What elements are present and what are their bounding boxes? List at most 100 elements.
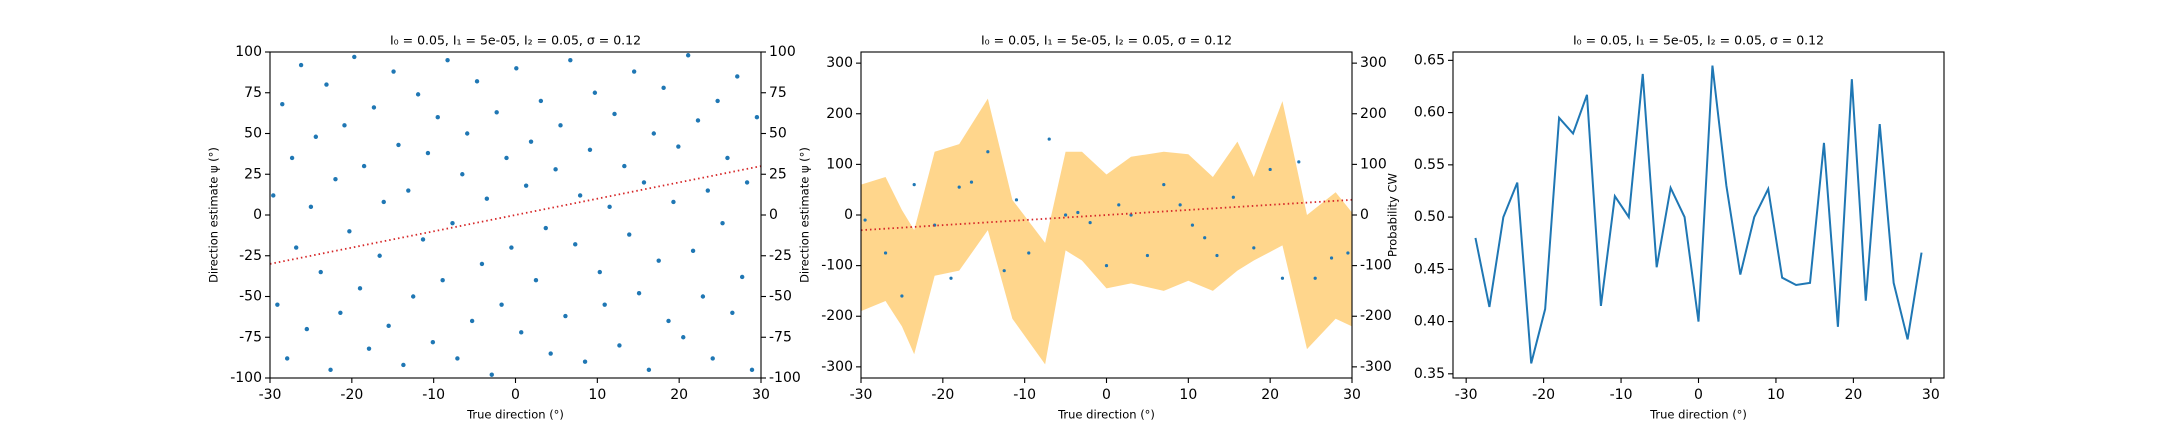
y-tick-label: 100	[826, 156, 853, 172]
x-tick-label: 20	[1261, 387, 1279, 403]
point	[455, 356, 460, 361]
point	[969, 180, 974, 184]
point	[324, 82, 329, 87]
point	[573, 242, 578, 247]
y-tick-label: 0.35	[1414, 366, 1445, 382]
point	[415, 92, 421, 97]
band	[861, 98, 1352, 365]
y-tick-label: 0.65	[1414, 52, 1445, 68]
point	[705, 188, 711, 193]
x-tick-label: -10	[1013, 387, 1036, 403]
y-tick-label-right: 75	[769, 85, 787, 101]
point	[695, 118, 701, 123]
point	[445, 57, 450, 63]
point	[1313, 276, 1317, 280]
x-tick-label: -30	[850, 387, 873, 403]
point	[602, 302, 607, 307]
y-tick-label-right: -75	[769, 329, 792, 345]
x-tick-label: 30	[1922, 387, 1940, 403]
point	[538, 98, 544, 104]
y-tick-label-right: -25	[769, 248, 792, 264]
point	[646, 367, 652, 373]
point	[519, 330, 524, 335]
point	[1117, 203, 1121, 207]
point	[617, 343, 622, 348]
point	[1027, 251, 1031, 255]
y-tick-label-right: 0	[1360, 207, 1369, 223]
point	[612, 111, 617, 117]
point	[435, 115, 440, 120]
y-tick-label: -300	[821, 359, 853, 375]
point	[1280, 276, 1285, 280]
panel: -30 -20 -10 0 10 20 30-100 -100-75 -75-50 -50-25-…	[207, 33, 801, 422]
y-tick-label: -100	[821, 258, 853, 274]
point	[308, 204, 314, 210]
point	[304, 326, 310, 332]
y-tick-label: 0.40	[1414, 314, 1445, 330]
point	[465, 131, 470, 136]
point	[548, 351, 553, 356]
point	[347, 229, 352, 234]
point	[1145, 253, 1150, 258]
y-tick-label: 50	[244, 126, 262, 142]
point	[720, 220, 725, 226]
point	[366, 346, 372, 351]
point	[1329, 256, 1334, 260]
chart-title: I₀ = 0.05, I₁ = 5e-05, I₂ = 0.05, σ = 0.…	[981, 33, 1232, 48]
y-tick-label: -50	[239, 289, 262, 305]
x-tick-label: 10	[1767, 387, 1785, 403]
point	[460, 172, 465, 177]
point	[333, 176, 338, 182]
point	[361, 163, 367, 169]
point	[739, 274, 745, 280]
x-tick-label: 20	[670, 387, 688, 403]
point	[957, 185, 961, 189]
point	[509, 245, 514, 250]
point	[533, 278, 539, 283]
point	[474, 79, 480, 84]
point	[271, 193, 276, 198]
y-tick-label: 75	[244, 85, 262, 101]
chart-title: I₀ = 0.05, I₁ = 5e-05, I₂ = 0.05, σ = 0.…	[390, 33, 641, 48]
point	[523, 183, 529, 188]
plot-area	[1474, 65, 1923, 364]
point	[1346, 251, 1350, 255]
y-tick-label-right: -200	[1360, 308, 1392, 324]
point	[499, 302, 504, 307]
y-tick-label: -75	[239, 329, 262, 345]
x-tick-label: 30	[1343, 387, 1361, 403]
point	[1203, 236, 1207, 240]
point	[1268, 167, 1272, 172]
point	[371, 105, 377, 110]
point	[636, 291, 642, 296]
point	[406, 188, 411, 193]
point	[582, 359, 588, 364]
y-tick-label-right: -50	[769, 289, 792, 305]
point	[352, 54, 357, 60]
point	[396, 142, 401, 148]
point	[280, 101, 285, 107]
x-tick-label: 0	[1102, 387, 1111, 403]
point	[676, 144, 681, 149]
point	[313, 134, 319, 139]
x-tick-label: 20	[1844, 387, 1862, 403]
x-axis-label: True direction (°)	[466, 408, 564, 422]
point	[1297, 160, 1301, 164]
point	[700, 294, 706, 299]
point	[622, 163, 627, 169]
x-tick-label: 10	[588, 387, 606, 403]
point	[587, 147, 593, 152]
point	[430, 339, 436, 345]
point	[725, 155, 730, 161]
point	[469, 318, 475, 324]
point	[883, 251, 888, 255]
point	[749, 367, 755, 373]
panel: -30 -20 -10 0 10 20 30-300 -300-200 -200-100 -100…	[798, 33, 1392, 422]
point	[553, 167, 558, 172]
point	[381, 199, 386, 205]
point	[411, 294, 416, 299]
point	[289, 155, 295, 161]
y-tick-label: 25	[244, 166, 262, 182]
y-axis-label: Direction estimate ψ (°)	[207, 147, 221, 283]
axes-frame	[1452, 51, 1945, 379]
